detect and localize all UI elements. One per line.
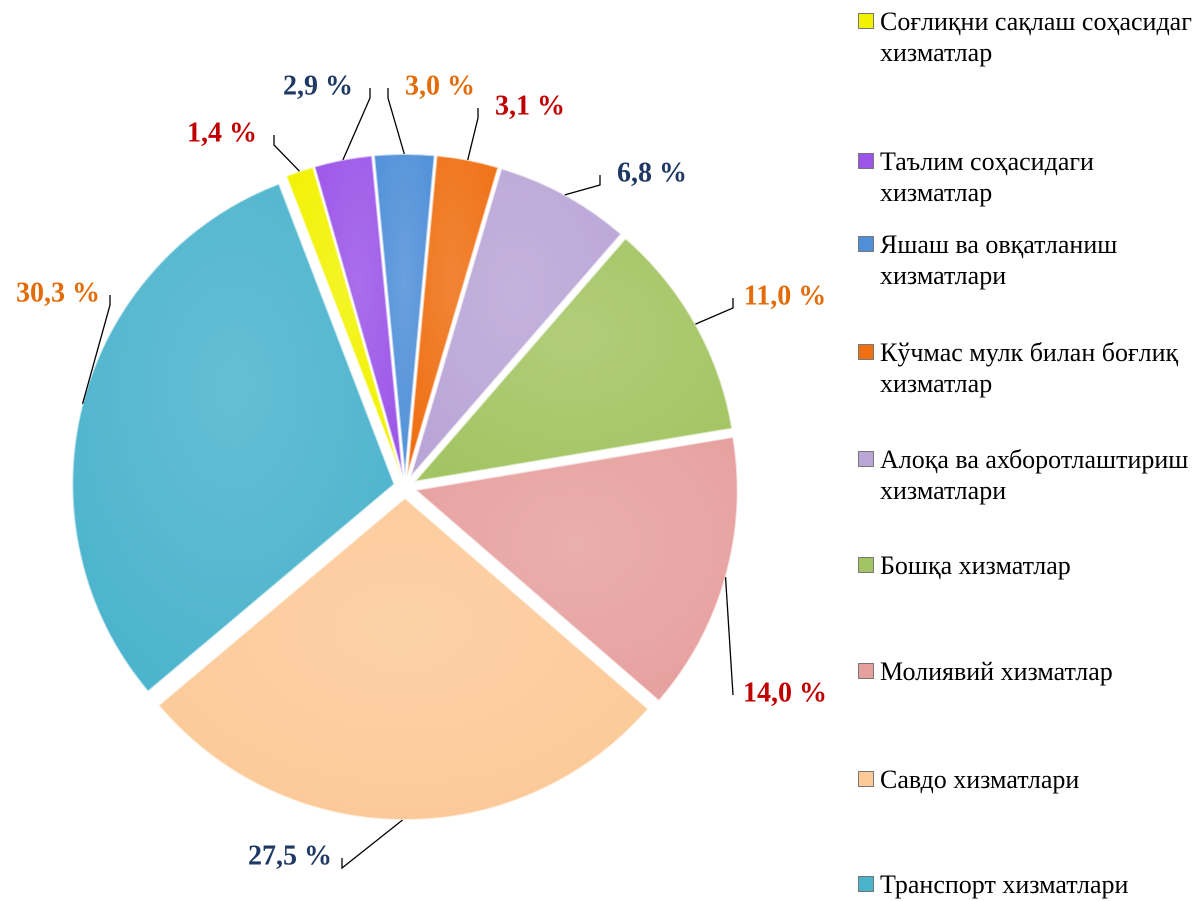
legend-label: Таълим соҳасидаги хизматлар	[880, 147, 1094, 207]
data-label: 2,9 %	[283, 70, 353, 101]
leader-line	[81, 295, 111, 405]
leader-line	[724, 577, 734, 696]
leader-line	[695, 298, 734, 325]
legend-swatch	[858, 771, 874, 787]
legend-swatch	[858, 153, 874, 169]
legend-entry: Яшаш ва овқатланиш хизматлари	[858, 229, 1192, 291]
legend-swatch	[858, 663, 874, 679]
data-label: 14,0 %	[743, 677, 827, 708]
leader-line	[564, 175, 601, 196]
leader-line	[341, 819, 403, 870]
legend-swatch	[858, 236, 874, 252]
data-label: 3,0 %	[405, 70, 475, 101]
legend-entry: Молиявий хизматлар	[858, 656, 1192, 687]
legend-label: Кўчмас мулк билан боғлиқ хизматлар	[880, 338, 1179, 398]
legend-entry: Алоқа ва ахборотлаштириш хизматлари	[858, 444, 1192, 506]
legend-label: Яшаш ва овқатланиш хизматлари	[880, 230, 1118, 290]
leader-line	[387, 88, 405, 155]
legend-swatch	[858, 13, 874, 29]
pie-slice	[372, 153, 436, 477]
leader-line	[273, 135, 300, 172]
leader-line	[342, 88, 371, 161]
legend-swatch	[858, 557, 874, 573]
legend-label: Транспорт хизматлари	[880, 870, 1129, 899]
data-label: 27,5 %	[248, 840, 332, 871]
legend-entry: Транспорт хизматлари	[858, 869, 1192, 900]
data-label: 30,3 %	[16, 277, 100, 308]
data-label: 1,4 %	[187, 117, 257, 148]
legend-swatch	[858, 876, 874, 892]
pie-slice	[413, 435, 739, 703]
legend-label: Савдо хизматлари	[880, 765, 1080, 794]
legend-label: Молиявий хизматлар	[880, 657, 1113, 686]
pie-slice	[406, 154, 500, 477]
pie-slice	[412, 236, 734, 484]
legend-entry: Таълим соҳасидаги хизматлар	[858, 146, 1192, 208]
legend-label: Алоқа ва ахборотлаштириш хизматлари	[880, 445, 1189, 505]
legend-entry: Савдо хизматлари	[858, 764, 1192, 795]
leader-line	[467, 108, 479, 161]
legend-entry: Соғлиқни сақлаш соҳасидаги хизматлар	[858, 6, 1192, 68]
data-label: 6,8 %	[617, 157, 687, 188]
pie-slice	[313, 154, 404, 477]
data-label: 11,0 %	[744, 280, 826, 311]
chart: 1,4 % 2,9 % 3,0 % 3,1 % 6,8 % 11,0 % 14,0 % 27,…	[16, 70, 827, 871]
legend-entry: Кўчмас мулк билан боғлиқ хизматлар	[858, 337, 1192, 399]
legend-label: Соғлиқни сақлаш соҳасидаги хизматлар	[880, 7, 1192, 67]
legend-swatch	[858, 344, 874, 360]
legend-label: Бошқа хизматлар	[880, 551, 1071, 580]
legend-entry: Бошқа хизматлар	[858, 550, 1192, 581]
legend-swatch	[858, 451, 874, 467]
data-label: 3,1 %	[495, 90, 565, 121]
